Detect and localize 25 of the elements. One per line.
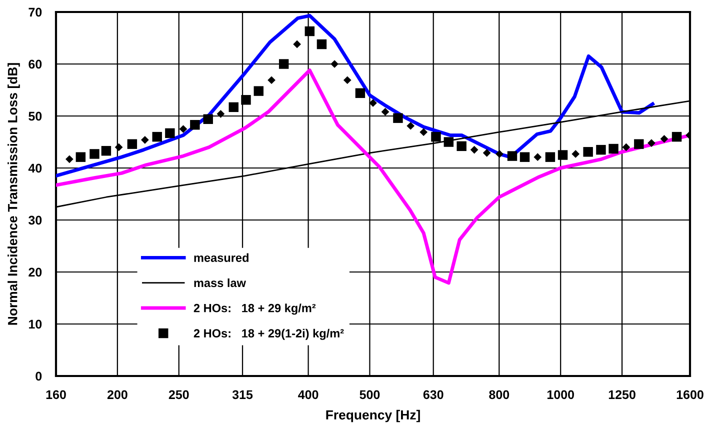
x-axis-title: Frequency [Hz] <box>326 410 420 422</box>
legend-label: 2 HOs: 18 + 29(1-2i) kg/m² <box>194 328 344 340</box>
y-tick-label: 50 <box>28 112 42 121</box>
y-tick-label: 60 <box>28 60 42 69</box>
x-tick-label: 1000 <box>547 390 574 400</box>
x-tick-label: 1250 <box>608 390 636 400</box>
x-tick-label: 200 <box>107 390 128 400</box>
y-tick-label: 10 <box>28 320 42 329</box>
legend-label: measured <box>194 253 248 262</box>
x-tick-label: 315 <box>232 390 253 400</box>
y-tick-label: 20 <box>28 268 42 277</box>
y-axis-title: Normal Incidence Transmission Loss [dB] <box>8 63 20 325</box>
y-tick-label: 30 <box>28 216 42 225</box>
x-tick-label: 1600 <box>676 390 704 400</box>
x-tick-label: 400 <box>298 390 318 400</box>
x-tick-label: 630 <box>423 390 444 400</box>
y-tick-label: 70 <box>28 8 42 17</box>
x-tick-label: 500 <box>360 390 380 400</box>
x-tick-label: 800 <box>489 390 510 400</box>
legend-label: mass law <box>194 278 246 288</box>
x-tick-label: 250 <box>168 390 189 400</box>
y-tick-label: 0 <box>36 372 42 381</box>
x-tick-label: 160 <box>46 390 66 400</box>
legend-label: 2 HOs: 18 + 29 kg/m² <box>194 304 316 315</box>
y-tick-label: 40 <box>28 164 42 173</box>
